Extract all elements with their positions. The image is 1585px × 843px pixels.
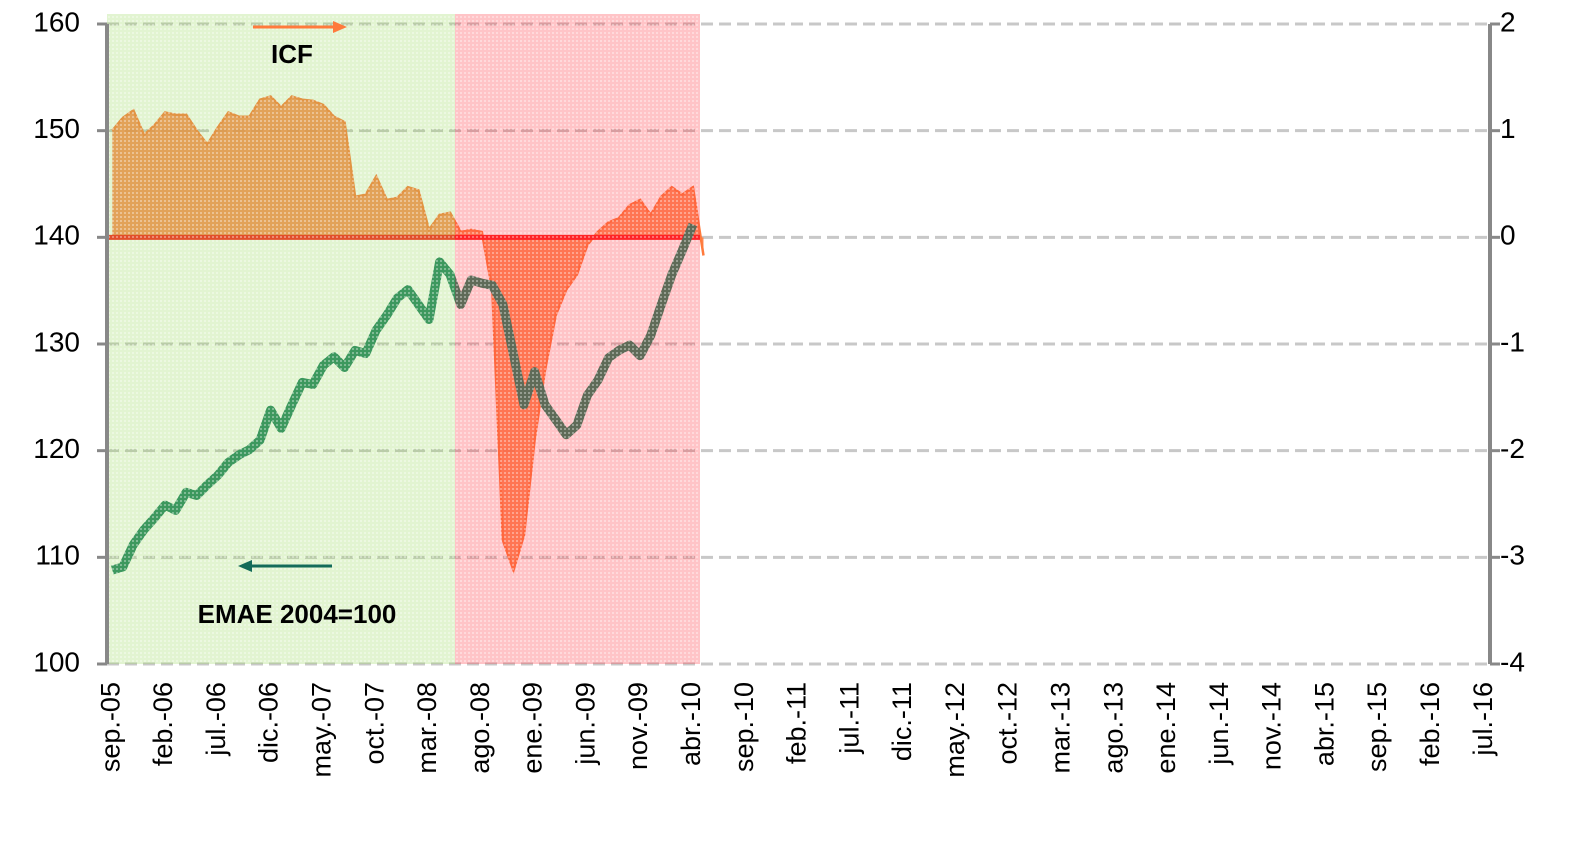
x-tick-label: feb.-16 bbox=[1415, 682, 1445, 766]
x-tick-label: jul.-16 bbox=[1468, 682, 1498, 757]
legend-label: EMAE 2004=100 bbox=[198, 599, 397, 629]
x-tick-label: dic.-06 bbox=[254, 682, 284, 763]
y2-tick-label: 0 bbox=[1500, 220, 1516, 251]
x-tick-label: sep.-15 bbox=[1362, 682, 1392, 772]
x-tick-label: nov.-14 bbox=[1257, 682, 1287, 770]
y-tick-label: 150 bbox=[33, 113, 80, 144]
x-tick-label: may.-07 bbox=[307, 682, 337, 778]
x-tick-label: nov.-09 bbox=[623, 682, 653, 770]
y2-tick-label: -1 bbox=[1500, 326, 1525, 357]
icf-arrow-head bbox=[333, 21, 347, 33]
legend-label: ICF bbox=[271, 39, 313, 69]
x-tick-label: jun.-09 bbox=[571, 682, 601, 766]
y-tick-label: 130 bbox=[33, 326, 80, 357]
y-tick-label: 160 bbox=[33, 6, 80, 37]
x-tick-label: mar.-08 bbox=[412, 682, 442, 774]
y2-tick-label: 1 bbox=[1500, 113, 1516, 144]
x-tick-label: abr.-10 bbox=[676, 682, 706, 766]
x-tick-label: oct.-12 bbox=[993, 682, 1023, 765]
x-tick-label: abr.-15 bbox=[1310, 682, 1340, 766]
x-tick-label: oct.-07 bbox=[359, 682, 389, 765]
x-tick-label: ago.-08 bbox=[465, 682, 495, 774]
y-tick-label: 100 bbox=[33, 646, 80, 677]
x-tick-label: ene.-14 bbox=[1151, 682, 1181, 774]
x-tick-label: feb.-11 bbox=[782, 682, 812, 764]
y-tick-label: 110 bbox=[35, 540, 80, 571]
y2-tick-label: -2 bbox=[1500, 433, 1525, 464]
y-tick-label: 140 bbox=[33, 220, 80, 251]
x-tick-label: jun.-14 bbox=[1204, 682, 1234, 766]
x-tick-label: dic.-11 bbox=[887, 682, 917, 761]
x-tick-label: jul.-11 bbox=[834, 682, 864, 755]
y2-tick-label: -4 bbox=[1500, 646, 1525, 677]
y2-tick-label: 2 bbox=[1500, 6, 1516, 37]
x-tick-label: ene.-09 bbox=[518, 682, 548, 774]
shade-texture bbox=[107, 14, 700, 664]
x-tick-label: sep.-10 bbox=[729, 682, 759, 772]
x-tick-label: feb.-06 bbox=[148, 682, 178, 766]
x-tick-label: ago.-13 bbox=[1098, 682, 1128, 774]
x-tick-label: may.-12 bbox=[940, 682, 970, 778]
x-tick-label: jul.-06 bbox=[201, 682, 231, 757]
y2-tick-label: -3 bbox=[1500, 540, 1525, 571]
y-tick-label: 120 bbox=[33, 433, 80, 464]
x-tick-label: sep.-05 bbox=[95, 682, 125, 772]
emae-arrow-head bbox=[238, 560, 252, 572]
x-tick-label: mar.-13 bbox=[1046, 682, 1076, 774]
